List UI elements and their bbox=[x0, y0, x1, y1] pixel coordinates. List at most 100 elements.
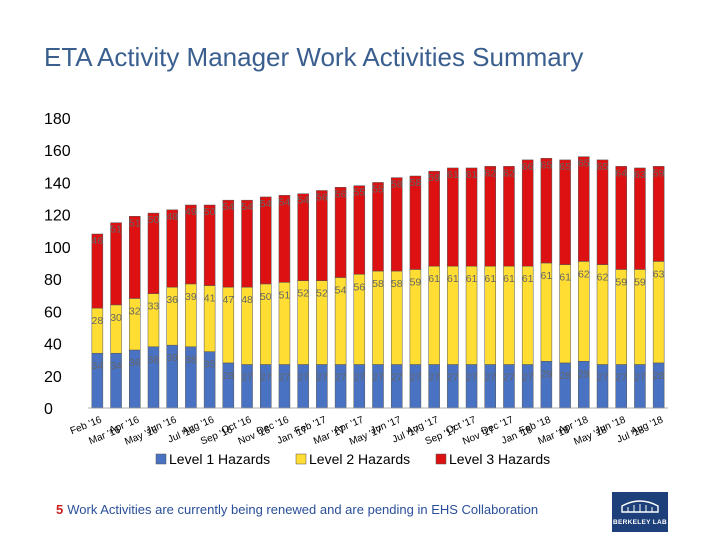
data-label: 39 bbox=[185, 291, 197, 303]
data-label: 27 bbox=[279, 372, 291, 384]
data-label: 49 bbox=[185, 206, 197, 218]
legend-swatch bbox=[435, 453, 447, 465]
y-tick-label: 80 bbox=[44, 272, 62, 289]
data-label: 61 bbox=[447, 273, 459, 285]
legend: Level 1 Hazards Level 2 Hazards Level 3 Ha… bbox=[155, 451, 550, 467]
bar-segment-level-3 bbox=[353, 185, 366, 275]
data-label: 62 bbox=[503, 167, 515, 179]
data-label: 38 bbox=[185, 354, 197, 366]
y-tick-label: 60 bbox=[44, 304, 62, 321]
data-label: 28 bbox=[559, 370, 571, 382]
data-label: 65 bbox=[597, 161, 609, 173]
data-label: 54 bbox=[279, 196, 291, 208]
data-label: 50 bbox=[148, 214, 160, 226]
data-label: 56 bbox=[316, 192, 328, 204]
data-label: 66 bbox=[522, 161, 534, 173]
data-label: 30 bbox=[110, 312, 122, 324]
bar-segment-level-3 bbox=[634, 167, 646, 270]
data-label: 61 bbox=[466, 169, 478, 181]
data-label: 34 bbox=[110, 360, 122, 372]
bar-segment-level-3 bbox=[521, 159, 534, 267]
footnote-number: 5 bbox=[56, 502, 64, 517]
data-label: 63 bbox=[634, 169, 646, 181]
data-label: 51 bbox=[110, 224, 122, 236]
legend-label: Level 2 Hazards bbox=[309, 451, 410, 467]
building-icon bbox=[621, 500, 659, 513]
data-label: 59 bbox=[653, 167, 665, 179]
bar-segment-level-3 bbox=[372, 182, 384, 272]
bar-segment-level-3 bbox=[259, 196, 272, 285]
data-label: 29 bbox=[578, 368, 590, 380]
bar-segment-level-3 bbox=[241, 199, 253, 288]
data-label: 62 bbox=[484, 167, 496, 179]
x-tick-label: Aug '18 bbox=[629, 414, 665, 437]
y-axis: 0 20 40 60 80 100 120 140 160 180 bbox=[44, 111, 71, 418]
data-label: 64 bbox=[615, 167, 627, 179]
data-label: 61 bbox=[541, 270, 553, 282]
data-label: 61 bbox=[503, 273, 515, 285]
data-label: 62 bbox=[597, 272, 609, 284]
data-label: 27 bbox=[447, 372, 459, 384]
bar-segment-level-3 bbox=[484, 166, 497, 267]
y-tick-label: 0 bbox=[44, 401, 53, 418]
bar-segment-level-3 bbox=[559, 159, 571, 265]
data-label: 27 bbox=[597, 372, 609, 384]
data-label: 50 bbox=[260, 291, 272, 303]
data-label: 34 bbox=[92, 360, 104, 372]
data-label: 62 bbox=[578, 268, 590, 280]
data-label: 51 bbox=[279, 289, 291, 301]
bar-segment-level-3 bbox=[166, 209, 178, 288]
data-label: 39 bbox=[166, 352, 178, 364]
bar-segment-level-3 bbox=[147, 212, 160, 294]
data-label: 65 bbox=[578, 158, 590, 170]
footnote: 5 Work Activities are currently being ren… bbox=[56, 502, 538, 517]
data-label: 27 bbox=[297, 372, 309, 384]
data-label: 58 bbox=[410, 177, 422, 189]
bar-segment-level-3 bbox=[203, 204, 216, 286]
bar-segment-level-3 bbox=[110, 222, 122, 306]
data-label: 54 bbox=[222, 201, 234, 213]
data-label: 50 bbox=[204, 206, 216, 218]
y-tick-label: 120 bbox=[44, 208, 71, 225]
y-tick-label: 180 bbox=[44, 111, 71, 128]
bar-segment-level-3 bbox=[447, 167, 459, 267]
data-label: 32 bbox=[129, 305, 141, 317]
y-tick-label: 160 bbox=[44, 143, 71, 160]
data-label: 61 bbox=[428, 273, 440, 285]
data-label: 59 bbox=[615, 276, 627, 288]
bar-segment-level-3 bbox=[428, 170, 440, 267]
data-label: 27 bbox=[503, 372, 515, 384]
data-label: 56 bbox=[335, 188, 347, 200]
data-label: 61 bbox=[466, 273, 478, 285]
data-label: 48 bbox=[241, 294, 253, 306]
data-label: 59 bbox=[634, 276, 646, 288]
data-label: 52 bbox=[316, 288, 328, 300]
data-label: 54 bbox=[260, 198, 272, 210]
data-label: 61 bbox=[559, 272, 571, 284]
data-label: 47 bbox=[222, 294, 234, 306]
data-label: 54 bbox=[297, 195, 309, 207]
data-label: 27 bbox=[522, 372, 534, 384]
data-label: 35 bbox=[204, 359, 216, 371]
data-label: 55 bbox=[372, 183, 384, 195]
legend-label: Level 1 Hazards bbox=[169, 451, 270, 467]
bars bbox=[88, 156, 668, 409]
data-label: 27 bbox=[353, 372, 365, 384]
y-tick-label: 100 bbox=[44, 240, 71, 257]
data-label: 61 bbox=[447, 169, 459, 181]
data-label: 58 bbox=[372, 278, 384, 290]
bar-segment-level-3 bbox=[278, 195, 291, 283]
bar-segment-level-3 bbox=[316, 190, 328, 281]
data-label: 27 bbox=[466, 372, 478, 384]
data-label: 59 bbox=[428, 172, 440, 184]
data-label: 27 bbox=[410, 372, 422, 384]
data-label: 27 bbox=[316, 372, 328, 384]
data-label: 65 bbox=[559, 161, 571, 173]
data-label: 61 bbox=[484, 273, 496, 285]
data-label: 52 bbox=[297, 288, 309, 300]
data-label: 63 bbox=[653, 268, 665, 280]
data-label: 27 bbox=[241, 372, 253, 384]
data-label: 27 bbox=[484, 372, 496, 384]
data-label: 27 bbox=[391, 372, 403, 384]
data-label: 36 bbox=[129, 357, 141, 369]
